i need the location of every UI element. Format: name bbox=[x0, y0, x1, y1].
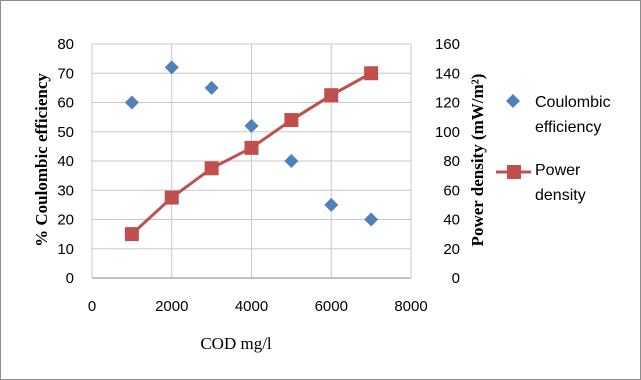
x-tick-label: 0 bbox=[88, 298, 96, 315]
y-right-tick-label: 120 bbox=[435, 95, 460, 112]
y-right-tick-label: 160 bbox=[435, 36, 460, 53]
coulombic-efficiency-point bbox=[364, 212, 379, 227]
y-left-axis-ticks: 0 10 20 30 40 50 60 70 80 bbox=[57, 36, 74, 287]
y-left-tick-label: 40 bbox=[57, 153, 74, 170]
power-density-series bbox=[124, 66, 379, 242]
y-left-tick-label: 20 bbox=[57, 212, 74, 229]
legend-label-power-line1: Power bbox=[535, 162, 581, 179]
y-right-tick-label: 60 bbox=[443, 182, 460, 199]
y-left-tick-label: 0 bbox=[66, 270, 74, 287]
power-density-point bbox=[364, 66, 379, 81]
x-tick-label: 8000 bbox=[394, 298, 427, 315]
y-right-tick-label: 100 bbox=[435, 124, 460, 141]
y-left-tick-label: 60 bbox=[57, 95, 74, 112]
legend-label-power-line2: density bbox=[535, 187, 586, 204]
legend-square-marker bbox=[507, 165, 521, 179]
x-tick-label: 4000 bbox=[235, 298, 268, 315]
y-right-axis-title: Power density (mW/m²) bbox=[468, 74, 487, 247]
coulombic-efficiency-point bbox=[284, 154, 299, 168]
legend-label-coulombic-line2: efficiency bbox=[535, 119, 601, 136]
legend-diamond-marker bbox=[506, 94, 520, 108]
legend-label-coulombic-line1: Coulombic bbox=[535, 94, 611, 111]
coulombic-efficiency-point bbox=[324, 197, 339, 212]
y-left-tick-label: 70 bbox=[57, 65, 74, 82]
y-left-axis-title: % Coulombic efficiency bbox=[32, 73, 51, 247]
x-axis-ticks: 0 2000 4000 6000 8000 bbox=[88, 298, 428, 315]
power-density-point bbox=[284, 113, 299, 128]
y-right-axis-ticks: 0 20 40 60 80 100 120 140 160 bbox=[435, 36, 460, 287]
coulombic-efficiency-series bbox=[124, 60, 379, 227]
legend: Coulombic efficiency Power density bbox=[496, 94, 611, 204]
y-left-tick-label: 30 bbox=[57, 182, 74, 199]
coulombic-efficiency-point bbox=[124, 95, 139, 110]
y-right-tick-label: 140 bbox=[435, 65, 460, 82]
y-right-tick-label: 40 bbox=[443, 212, 460, 229]
y-right-tick-label: 80 bbox=[443, 153, 460, 170]
coulombic-efficiency-point bbox=[164, 60, 179, 75]
power-density-point bbox=[204, 161, 219, 176]
coulombic-efficiency-point bbox=[244, 118, 259, 133]
y-left-tick-label: 50 bbox=[57, 124, 74, 141]
y-right-tick-label: 0 bbox=[452, 270, 460, 287]
coulombic-efficiency-point bbox=[204, 80, 219, 95]
power-density-point bbox=[244, 140, 259, 155]
x-axis-title: COD mg/l bbox=[200, 334, 272, 353]
power-density-point bbox=[164, 190, 179, 205]
power-density-point bbox=[324, 88, 339, 103]
x-tick-label: 6000 bbox=[315, 298, 348, 315]
y-left-tick-label: 10 bbox=[57, 241, 74, 258]
y-right-tick-label: 20 bbox=[443, 241, 460, 258]
y-left-tick-label: 80 bbox=[57, 36, 74, 53]
power-density-point bbox=[124, 227, 139, 242]
x-tick-label: 2000 bbox=[155, 298, 188, 315]
